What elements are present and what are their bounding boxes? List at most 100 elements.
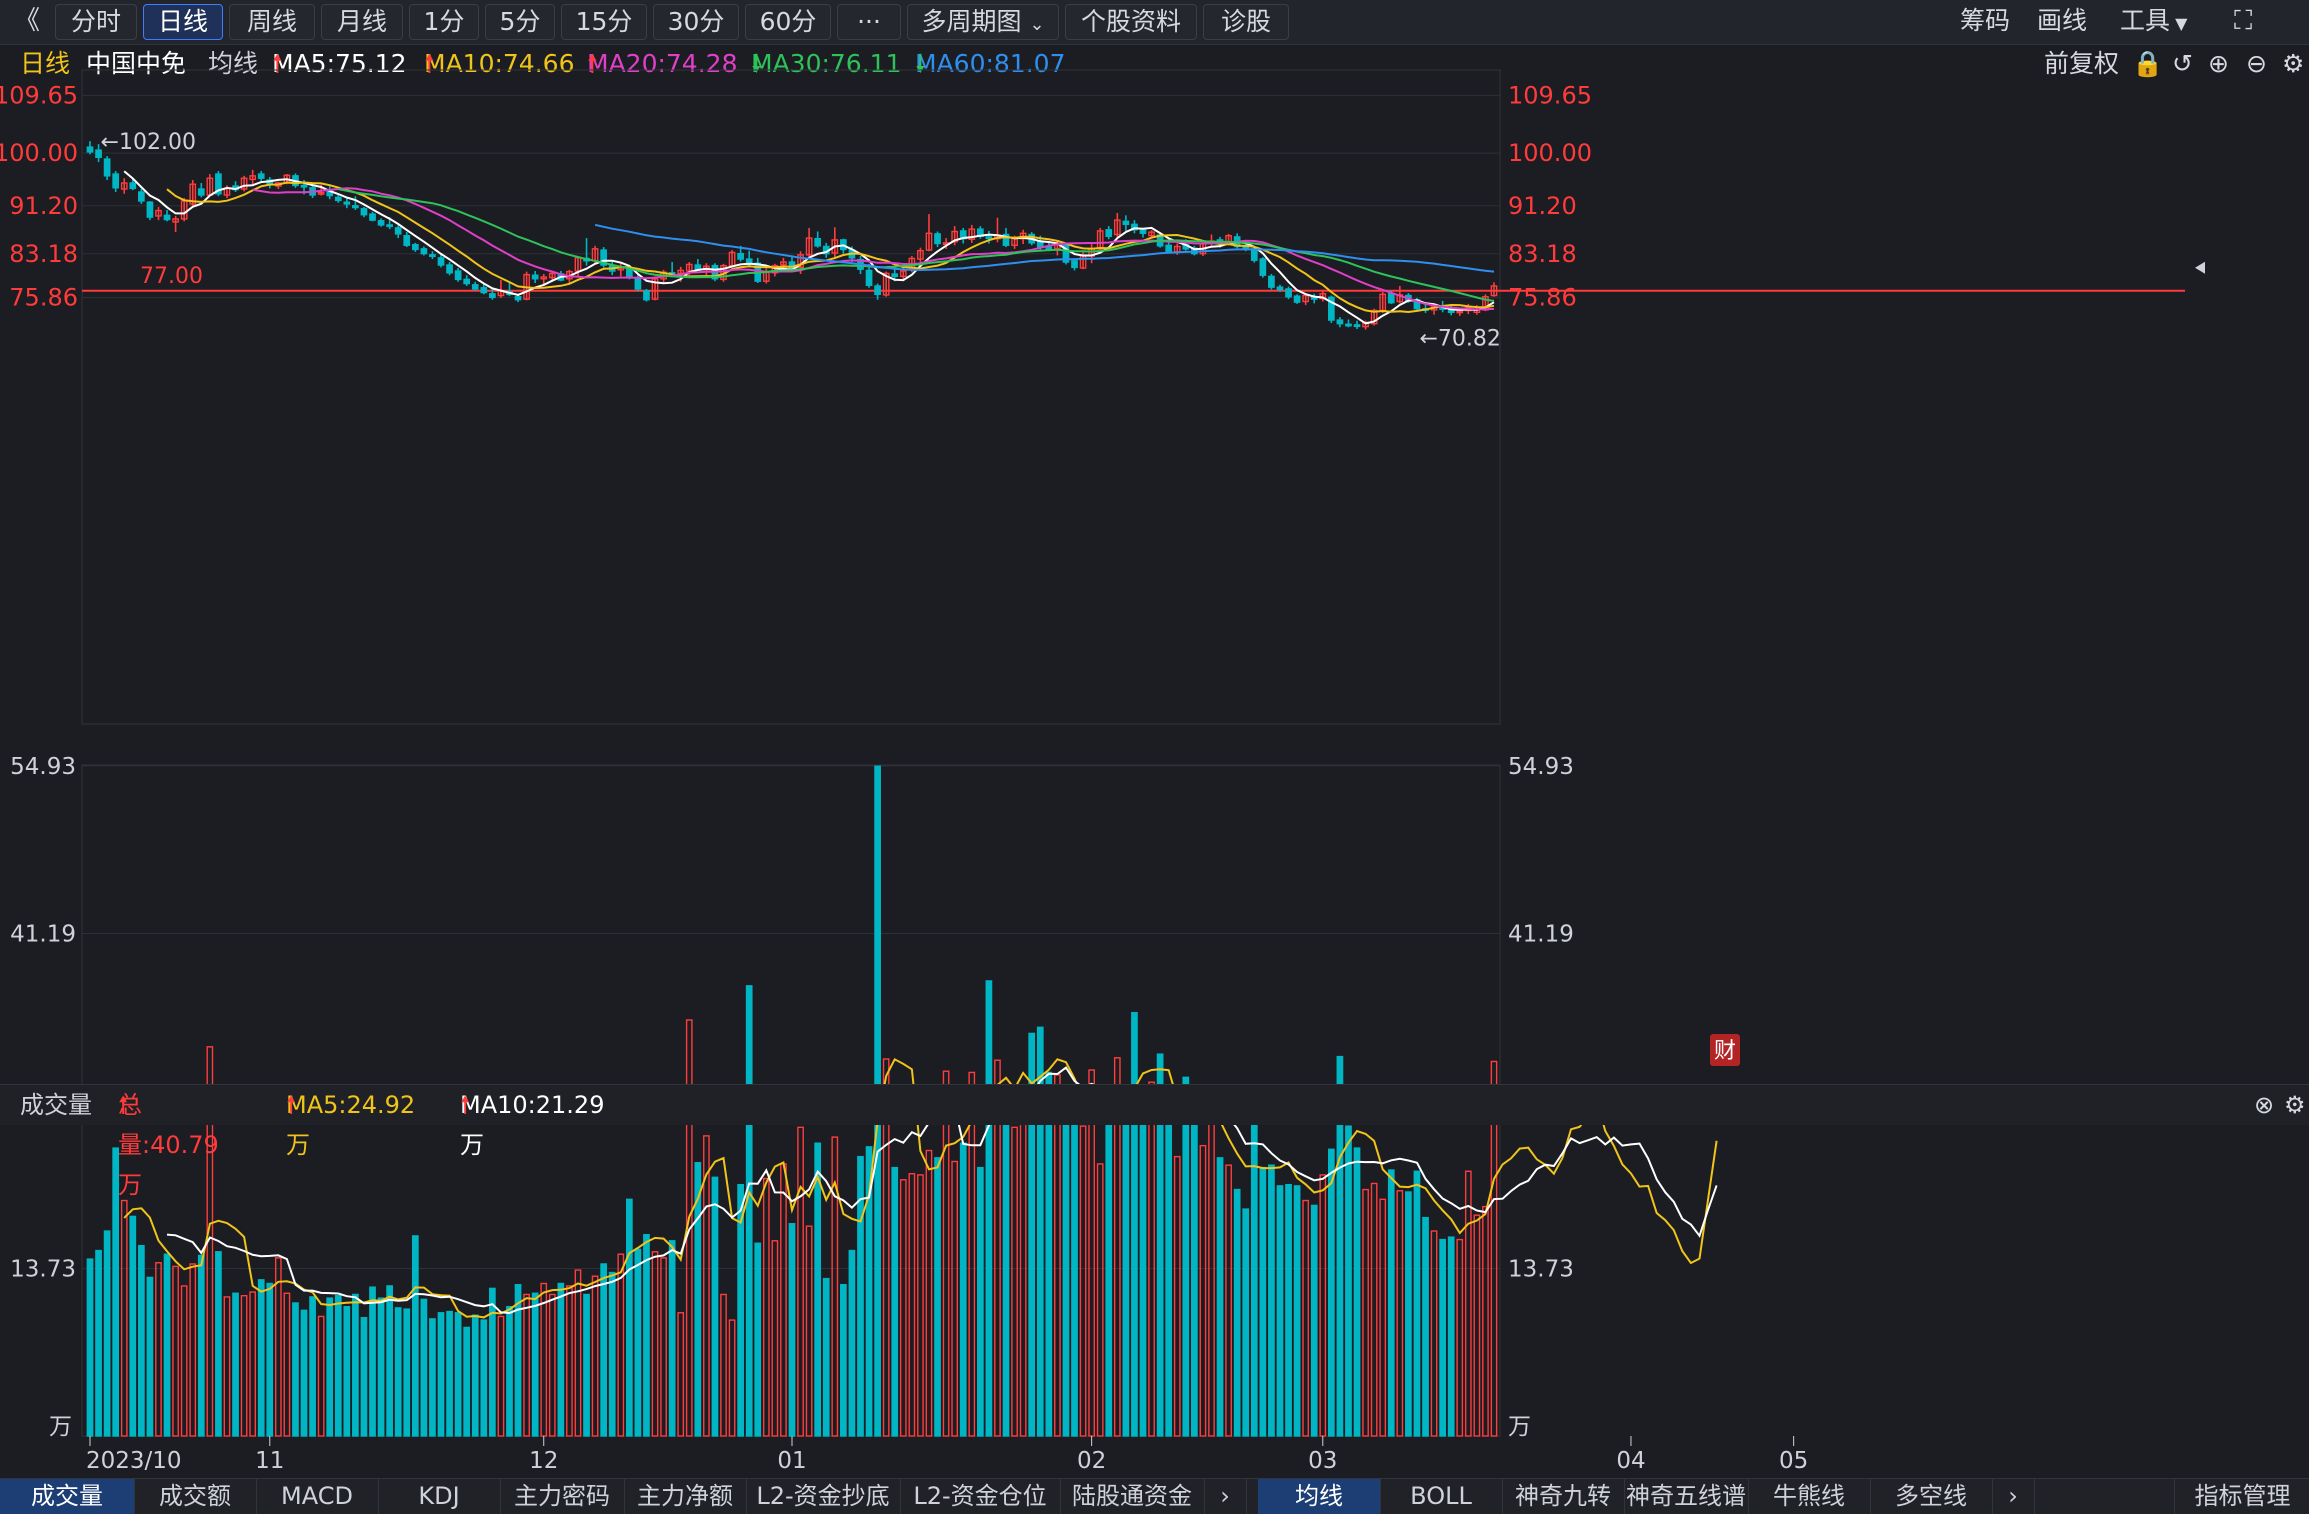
volume-unit-left: 万 bbox=[49, 1414, 72, 1440]
period-tab-intraday[interactable]: 分时 bbox=[55, 4, 137, 40]
tab-northbound[interactable]: 陆股通资金 bbox=[1060, 1479, 1205, 1514]
kline-chart[interactable]: 109.65 109.65 100.00 100.00 91.20 91.20 83.18 8… bbox=[0, 0, 2309, 1478]
candle-body bbox=[514, 296, 522, 301]
volume-bar bbox=[1139, 1087, 1147, 1437]
volume-bar bbox=[506, 1305, 513, 1437]
volume-bar bbox=[480, 1319, 488, 1437]
close-icon[interactable]: ⊗ bbox=[2254, 1091, 2275, 1119]
multi-period-dropdown[interactable]: 多周期图 ⌄ bbox=[907, 4, 1059, 40]
adjust-mode[interactable]: 前复权 bbox=[2044, 49, 2120, 78]
volume-unit-right: 万 bbox=[1508, 1414, 1531, 1440]
tab-long-short[interactable]: 多空线 bbox=[1870, 1479, 1993, 1514]
tab-boll[interactable]: BOLL bbox=[1380, 1479, 1503, 1514]
volume-bar bbox=[600, 1263, 608, 1437]
tab-l2-bottom[interactable]: L2-资金抄底 bbox=[746, 1479, 901, 1514]
draw-line-button[interactable]: 画线 bbox=[2037, 6, 2088, 35]
tab-kdj[interactable]: KDJ bbox=[378, 1479, 501, 1514]
period-tab-15min[interactable]: 15分 bbox=[561, 4, 647, 40]
volume-bar bbox=[857, 1155, 864, 1437]
volume-axis-label-left: 54.93 bbox=[10, 754, 76, 780]
candle-body bbox=[1139, 229, 1147, 234]
volume-bar bbox=[1045, 1071, 1053, 1437]
tab-volume[interactable]: 成交量 bbox=[0, 1479, 135, 1514]
stock-profile-button[interactable]: 个股资料 bbox=[1065, 4, 1197, 40]
tab-main-force-code[interactable]: 主力密码 bbox=[500, 1479, 625, 1514]
lock-icon[interactable]: 🔒 bbox=[2132, 49, 2164, 78]
tab-main-force-net[interactable]: 主力净额 bbox=[624, 1479, 747, 1514]
candle-body bbox=[1302, 294, 1310, 303]
volume-axis-label-right: 13.73 bbox=[1508, 1256, 1574, 1282]
fullscreen-icon[interactable]: ⛶ bbox=[2234, 6, 2253, 36]
settings-icon[interactable]: ⚙ bbox=[2282, 49, 2305, 78]
x-axis-label: 02 bbox=[1077, 1448, 1106, 1474]
volume-bar bbox=[797, 1126, 804, 1437]
candle-body bbox=[917, 249, 924, 260]
volume-bar bbox=[591, 1275, 599, 1437]
period-tab-5min[interactable]: 5分 bbox=[485, 4, 555, 40]
volume-bar bbox=[292, 1302, 299, 1437]
volume-bar bbox=[1071, 1114, 1078, 1437]
volume-bar bbox=[1199, 1144, 1207, 1437]
zoom-out-icon[interactable]: ⊖ bbox=[2246, 49, 2267, 78]
price-axis-label-right: 83.18 bbox=[1508, 240, 1577, 268]
candle-body bbox=[780, 261, 787, 266]
volume-bar bbox=[737, 1183, 744, 1437]
undo-icon[interactable]: ↺ bbox=[2172, 49, 2193, 78]
volume-bar bbox=[138, 1244, 145, 1437]
volume-title[interactable]: 成交量 bbox=[20, 1091, 92, 1119]
tab-bull-bear[interactable]: 牛熊线 bbox=[1748, 1479, 1871, 1514]
zoom-in-icon[interactable]: ⊕ bbox=[2208, 49, 2229, 78]
volume-bar bbox=[1079, 1125, 1087, 1437]
volume-bar bbox=[848, 1249, 856, 1437]
volume-axis-label-left: 41.19 bbox=[10, 921, 76, 947]
tab-ma[interactable]: 均线 bbox=[1258, 1479, 1381, 1514]
volume-bar bbox=[566, 1285, 573, 1437]
candle-body bbox=[985, 236, 993, 240]
indicator-manager-button[interactable]: 指标管理 bbox=[2174, 1479, 2309, 1514]
candle-body bbox=[1370, 309, 1378, 325]
volume-bar bbox=[917, 1174, 924, 1437]
volume-settings-icon[interactable]: ⚙ bbox=[2284, 1091, 2306, 1119]
tab-magic-nine[interactable]: 神奇九转 bbox=[1502, 1479, 1625, 1514]
volume-bar bbox=[1242, 1208, 1250, 1437]
candle-body bbox=[471, 284, 479, 290]
tab-magic-five[interactable]: 神奇五线谱 bbox=[1624, 1479, 1749, 1514]
chevron-right-icon[interactable]: › bbox=[1204, 1479, 1247, 1514]
chevron-right-icon[interactable]: › bbox=[1992, 1479, 2035, 1514]
candle-body bbox=[651, 278, 659, 300]
tab-turnover[interactable]: 成交额 bbox=[134, 1479, 257, 1514]
volume-bar bbox=[814, 1142, 822, 1437]
volume-bar bbox=[531, 1292, 539, 1437]
candle-body bbox=[86, 146, 94, 153]
volume-bar bbox=[1173, 1155, 1181, 1437]
period-tab-30min[interactable]: 30分 bbox=[653, 4, 739, 40]
volume-bar bbox=[1268, 1164, 1275, 1437]
period-tab-60min[interactable]: 60分 bbox=[745, 4, 831, 40]
volume-bar bbox=[1276, 1185, 1284, 1437]
more-periods-button[interactable]: ··· bbox=[837, 4, 901, 40]
volume-bar bbox=[1285, 1183, 1292, 1437]
volume-bar bbox=[155, 1262, 162, 1437]
period-tab-monthly[interactable]: 月线 bbox=[321, 4, 403, 40]
chips-button[interactable]: 筹码 bbox=[1960, 6, 2011, 35]
candle-body bbox=[882, 272, 890, 296]
double-chevron-left-icon[interactable]: 《 bbox=[14, 6, 41, 36]
ma60-line bbox=[594, 223, 1495, 273]
volume-bar bbox=[189, 1263, 197, 1437]
tab-l2-position[interactable]: L2-资金仓位 bbox=[900, 1479, 1061, 1514]
diagnose-button[interactable]: 诊股 bbox=[1203, 4, 1289, 40]
finance-marker-icon bbox=[1710, 1034, 1740, 1066]
volume-bar bbox=[976, 1166, 984, 1437]
tab-macd[interactable]: MACD bbox=[256, 1479, 379, 1514]
candle-body bbox=[454, 270, 462, 281]
period-tab-1min[interactable]: 1分 bbox=[409, 4, 479, 40]
volume-bar bbox=[1310, 1204, 1318, 1437]
tools-menu[interactable]: 工具 ▼ bbox=[2120, 4, 2187, 38]
volume-bar bbox=[703, 1135, 710, 1437]
volume-bar bbox=[1413, 1170, 1421, 1437]
period-tab-weekly[interactable]: 周线 bbox=[229, 4, 315, 40]
ma-label[interactable]: 均线 bbox=[208, 49, 259, 78]
period-tab-daily[interactable]: 日线 bbox=[143, 4, 223, 40]
candle-body bbox=[95, 149, 102, 158]
volume-bar bbox=[1422, 1216, 1429, 1437]
